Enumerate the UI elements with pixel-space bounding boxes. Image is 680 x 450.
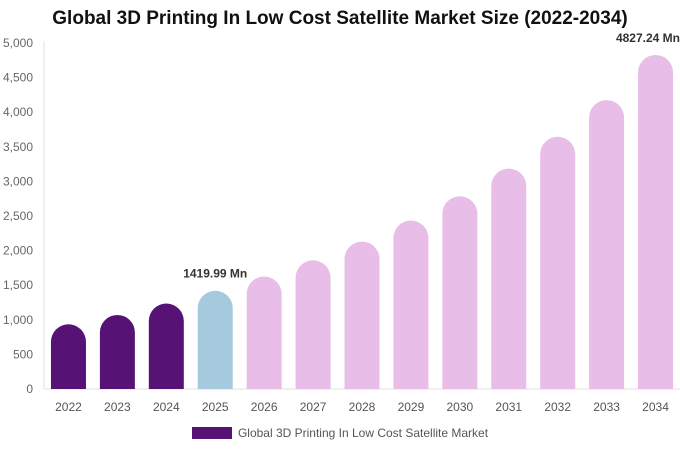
y-tick-label: 5,000: [3, 36, 33, 50]
y-tick-label: 0: [26, 382, 33, 396]
bar: [148, 303, 184, 389]
y-tick-label: 3,500: [3, 140, 33, 154]
bar: [491, 168, 527, 389]
bar: [50, 324, 86, 389]
x-tick-label: 2027: [300, 400, 327, 414]
x-tick-label: 2032: [544, 400, 571, 414]
bar: [295, 260, 331, 389]
legend-label: Global 3D Printing In Low Cost Satellite…: [237, 426, 489, 440]
legend-swatch: [191, 427, 232, 439]
x-tick-label: 2026: [251, 400, 278, 414]
x-tick-label: 2030: [446, 400, 473, 414]
y-tick-label: 2,000: [3, 244, 33, 258]
y-tick-label: 3,000: [3, 174, 33, 188]
x-tick-label: 2023: [104, 400, 131, 414]
bar: [638, 54, 674, 390]
bar: [197, 290, 233, 389]
x-tick-label: 2033: [593, 400, 620, 414]
y-tick-label: 500: [13, 347, 33, 361]
y-tick-label: 4,000: [3, 105, 33, 119]
x-tick-label: 2029: [398, 400, 425, 414]
data-label: 1419.99 Mn: [183, 267, 247, 281]
x-tick-label: 2031: [495, 400, 522, 414]
bar: [540, 136, 576, 389]
bar: [99, 314, 135, 389]
y-tick-label: 1,000: [3, 313, 33, 327]
bar: [393, 220, 429, 389]
x-tick-label: 2024: [153, 400, 180, 414]
bar-chart: 0 500 1,000 1,500 2,000 2,500 3,000 3,500 4,000 4…: [3, 31, 680, 414]
y-tick-label: 1,500: [3, 278, 33, 292]
bar: [442, 196, 478, 389]
x-tick-label: 2022: [55, 400, 82, 414]
legend: Global 3D Printing In Low Cost Satellite…: [0, 426, 680, 440]
y-tick-label: 2,500: [3, 209, 33, 223]
bar: [344, 241, 380, 389]
bar: [589, 100, 625, 389]
bar: [246, 276, 282, 389]
x-tick-label: 2034: [642, 400, 669, 414]
data-label: 4827.24 Mn: [616, 31, 680, 45]
y-tick-label: 4,500: [3, 71, 33, 85]
chart-title: Global 3D Printing In Low Cost Satellite…: [52, 8, 628, 29]
x-tick-label: 2028: [349, 400, 376, 414]
x-tick-label: 2025: [202, 400, 229, 414]
